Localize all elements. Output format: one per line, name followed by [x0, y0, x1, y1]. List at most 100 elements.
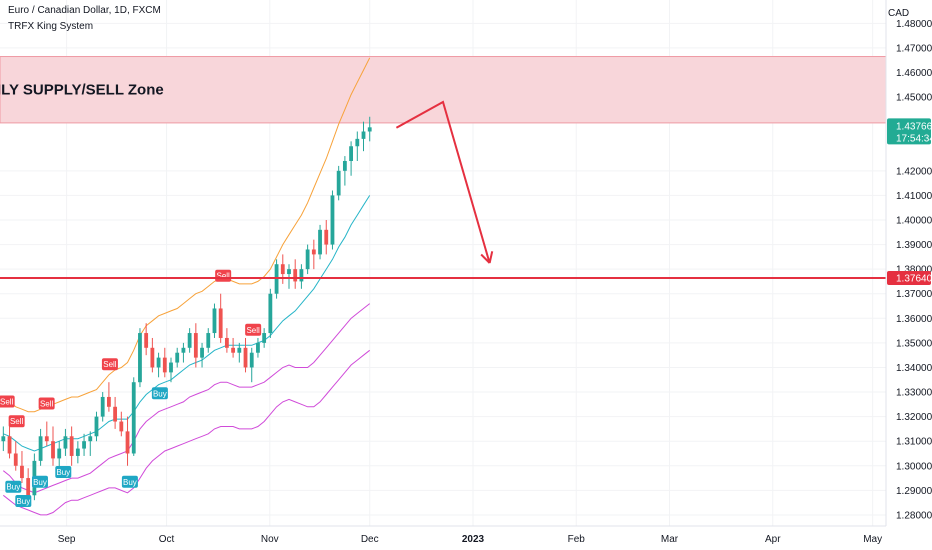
candle-body: [342, 160, 347, 171]
candle-body: [336, 170, 341, 196]
sell-signal: [0, 395, 15, 408]
x-tick-label: Mar: [661, 534, 679, 545]
candle-body: [1, 436, 6, 442]
candle-body: [57, 448, 62, 459]
candle-body: [100, 396, 105, 417]
candle-body: [106, 396, 111, 407]
signal-label: Buy: [56, 468, 70, 477]
supply-zone-label: ILY SUPPLY/SELL Zone: [0, 82, 164, 99]
buy-signal: [5, 480, 22, 493]
candle-body: [218, 308, 223, 338]
candles: [1, 116, 372, 503]
time-axis[interactable]: Sep Oct Nov Dec 2023 Feb Mar Apr May: [0, 525, 886, 545]
candle-body: [355, 138, 360, 147]
y-tick-label: 1.34000: [896, 363, 932, 374]
buy-signal: [31, 475, 48, 488]
candle-body: [311, 249, 316, 255]
candle-body: [88, 436, 93, 442]
candle-body: [38, 436, 43, 461]
candle-body: [169, 362, 173, 373]
candle-body: [69, 436, 74, 456]
y-tick-label: 1.35000: [896, 338, 932, 349]
currency-label: CAD: [888, 8, 910, 19]
x-tick-label: Nov: [261, 534, 279, 545]
candle-body: [280, 264, 285, 275]
candle-body: [51, 441, 55, 459]
candle-body: [243, 347, 248, 368]
y-tick-label: 1.45000: [896, 93, 932, 104]
candle-body: [299, 269, 304, 282]
buy-signal: [121, 475, 138, 488]
overlay-lines: [0, 100, 886, 279]
candle-body: [256, 342, 260, 353]
support-price-tag: [887, 270, 931, 285]
buy-signal: [151, 387, 168, 400]
candle-body: [262, 333, 267, 343]
candle-body: [231, 347, 236, 353]
sell-signal: [38, 397, 55, 410]
candle-body: [113, 406, 118, 422]
candle-body: [144, 333, 149, 348]
x-tick-label: Apr: [765, 534, 781, 545]
x-tick-label: Dec: [361, 534, 379, 545]
y-tick-label: 1.29000: [896, 486, 932, 497]
candle-body: [26, 478, 31, 496]
candle-body: [318, 229, 322, 255]
candle-body: [162, 357, 167, 373]
signal-label: Sell: [10, 417, 24, 426]
signal-label: Buy: [6, 483, 20, 492]
y-tick-label: 1.48000: [896, 19, 932, 30]
signal-label: Sell: [216, 272, 230, 281]
candle-body: [224, 337, 229, 348]
candle-body: [181, 347, 186, 353]
signal-label: Sell: [246, 326, 260, 335]
candle-body: [193, 333, 198, 358]
signal-label: Buy: [123, 478, 137, 487]
last-price-value: 1.43766: [896, 121, 932, 132]
last-price-tag: [887, 118, 931, 145]
candle-body: [175, 352, 180, 363]
candle-body: [44, 436, 49, 442]
candle-body: [361, 131, 366, 139]
candle-body: [212, 308, 217, 334]
candle-body: [249, 352, 254, 368]
signal-label: Buy: [153, 389, 167, 398]
buy-signal: [15, 494, 32, 507]
x-tick-label: Oct: [159, 534, 175, 545]
candle-body: [349, 146, 353, 161]
candle-body: [187, 333, 192, 348]
candle-body: [82, 441, 86, 449]
y-tick-label: 1.30000: [896, 461, 932, 472]
support-price-value: 1.37640: [896, 273, 932, 284]
sell-signal: [101, 358, 118, 371]
y-tick-label: 1.41000: [896, 191, 932, 202]
outer-lower-band: [2, 349, 371, 516]
projection-arrow: [395, 100, 491, 264]
y-tick-label: 1.33000: [896, 388, 932, 399]
x-tick-label: Sep: [58, 534, 76, 545]
candle-body: [200, 347, 204, 358]
candle-body: [367, 127, 372, 132]
bollinger-upper-band: [3, 57, 371, 413]
y-tick-label: 1.46000: [896, 68, 932, 79]
candle-body: [13, 453, 18, 466]
candle-body: [138, 333, 142, 383]
candle-body: [237, 347, 242, 353]
chart-title: Euro / Canadian Dollar, 1D, FXCM: [8, 5, 161, 16]
buy-signal: [55, 465, 72, 478]
x-tick-label: May: [863, 534, 882, 545]
x-tick-label: 2023: [462, 534, 485, 545]
y-tick-label: 1.32000: [896, 412, 932, 423]
signals: Sell Sell Buy Buy Sell Buy Buy Sell Buy Buy Sell Se…: [0, 269, 262, 507]
candle-body: [94, 416, 99, 437]
candle-body: [131, 382, 136, 454]
countdown-timer: 17:54:34: [896, 133, 932, 144]
y-tick-label: 1.38000: [896, 265, 932, 276]
candle-body: [150, 347, 155, 368]
candle-body: [305, 249, 310, 270]
signal-label: Sell: [40, 400, 54, 409]
signal-label: Buy: [33, 478, 47, 487]
sell-signal: [245, 323, 262, 336]
